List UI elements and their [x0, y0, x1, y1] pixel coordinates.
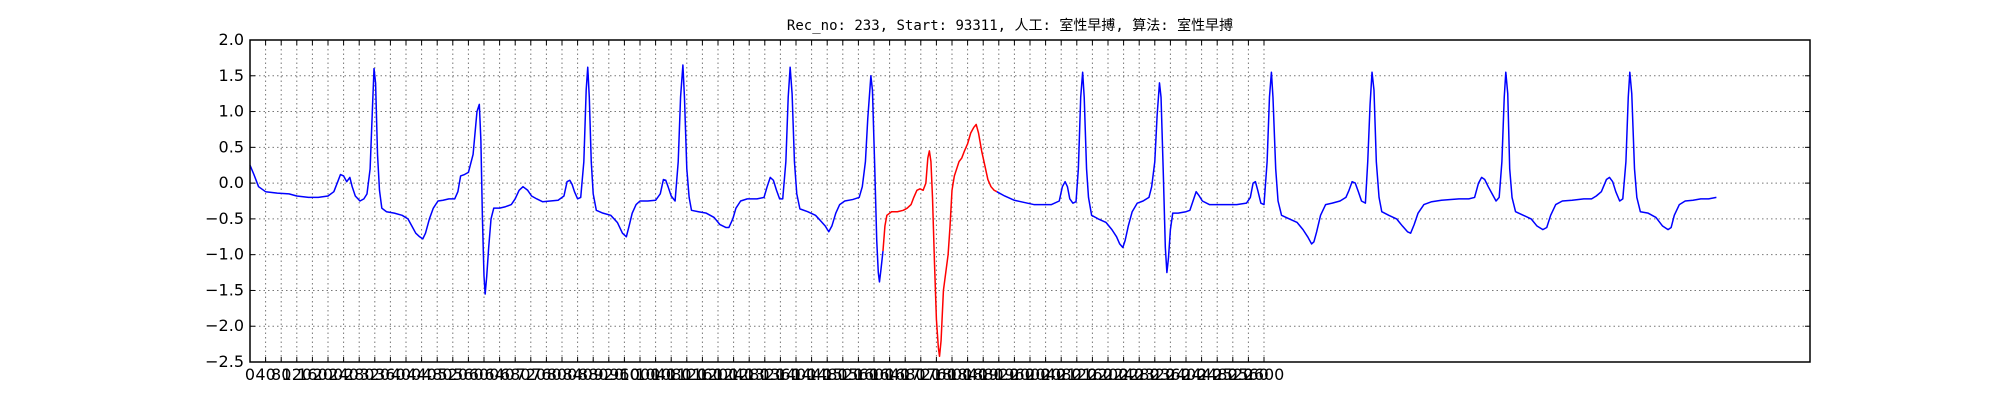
y-tick-label: −2.0 [205, 316, 244, 335]
x-tick-label: 1320 [744, 365, 785, 384]
x-tick-label: 320 [360, 365, 391, 384]
x-tick-label: 200 [313, 365, 344, 384]
series-group [249, 64, 1717, 358]
x-tick-label: 2360 [1150, 365, 1191, 384]
x-tick-label: 2120 [1056, 365, 1097, 384]
x-tick-label: 80 [271, 365, 291, 384]
ecg-series-line [996, 71, 1717, 274]
x-tick-label: 440 [406, 365, 437, 384]
x-tick-label: 2520 [1212, 365, 1253, 384]
x-tick-label: 1680 [885, 365, 926, 384]
x-tick-label: 1200 [698, 365, 739, 384]
x-tick-label: 2080 [1041, 365, 1082, 384]
y-tick-label: −2.5 [205, 352, 244, 371]
x-tick-label: 760 [531, 365, 562, 384]
x-tick-label: 1520 [822, 365, 863, 384]
x-tick-label: 2400 [1166, 365, 1207, 384]
x-tick-label: 240 [328, 365, 359, 384]
x-tick-label: 1920 [978, 365, 1019, 384]
x-tick-label: 1840 [947, 365, 988, 384]
x-tick-label: 1760 [916, 365, 957, 384]
y-tick-label: −1.0 [205, 245, 244, 264]
x-tick-label: 2000 [1010, 365, 1051, 384]
x-tick-label: 160 [297, 365, 328, 384]
chart-title: Rec_no: 233, Start: 93311, 人工: 室性早搏, 算法:… [787, 17, 1233, 34]
x-tick-label: 1400 [776, 365, 817, 384]
x-tick-label: 1800 [932, 365, 973, 384]
x-tick-label: 2600 [1244, 365, 1285, 384]
x-tick-label: 1080 [651, 365, 692, 384]
x-tick-label: 600 [469, 365, 500, 384]
y-tick-label: 1.0 [219, 102, 244, 121]
x-tick-label: 1600 [854, 365, 895, 384]
x-tick-label: 2200 [1088, 365, 1129, 384]
x-tick-label: 40 [255, 365, 275, 384]
x-tick-label: 1160 [682, 365, 723, 384]
x-tick-label: 1960 [994, 365, 1035, 384]
x-tick-label: 920 [594, 365, 625, 384]
x-tick-label: 280 [344, 365, 375, 384]
y-tick-label: −0.5 [205, 209, 244, 228]
x-tick-label: 1880 [963, 365, 1004, 384]
x-tick-label: 1040 [635, 365, 676, 384]
x-tick-label: 1720 [900, 365, 941, 384]
grid-lines [250, 40, 1810, 362]
x-tick-label: 360 [375, 365, 406, 384]
x-tick-label: 1120 [666, 365, 707, 384]
plot-frame [249, 39, 1811, 363]
x-tick-label: 640 [484, 365, 515, 384]
x-tick-label: 120 [282, 365, 313, 384]
x-tick-label: 1280 [729, 365, 770, 384]
x-tick-label: 400 [391, 365, 422, 384]
x-tick-label: 1240 [713, 365, 754, 384]
x-tick-label: 840 [562, 365, 593, 384]
x-tick-label: 480 [422, 365, 453, 384]
x-tick-label: 2160 [1072, 365, 1113, 384]
y-tick-label: 0.0 [219, 173, 244, 192]
y-tick-label: 1.5 [219, 66, 244, 85]
x-tick-label: 2240 [1103, 365, 1144, 384]
x-tick-label: 680 [500, 365, 531, 384]
y-axis: −2.5 −2.0 −1.5 −1.0 −0.5 0.0 0.5 1.0 1.5 2.0 [205, 30, 1810, 371]
x-tick-label: 880 [578, 365, 609, 384]
y-tick-label: 2.0 [219, 30, 244, 49]
x-axis: 0 408012016020024028032036040044048052056… [245, 40, 1284, 384]
x-tick-label: 2280 [1119, 365, 1160, 384]
x-tick-label: 2040 [1025, 365, 1066, 384]
y-tick-label: 0.5 [219, 137, 244, 156]
y-tick-label: −1.5 [205, 280, 244, 299]
ecg-series-line [249, 64, 884, 295]
x-tick-label: 1480 [807, 365, 848, 384]
x-tick-label: 560 [453, 365, 484, 384]
x-tick-label: 2440 [1181, 365, 1222, 384]
x-tick-label: 2480 [1197, 365, 1238, 384]
x-tick-label: 2560 [1228, 365, 1269, 384]
x-tick-label: 1560 [838, 365, 879, 384]
x-tick-label: 1440 [791, 365, 832, 384]
x-tick-label: 1640 [869, 365, 910, 384]
x-tick-label: 1000 [620, 365, 661, 384]
x-tick-label: 520 [438, 365, 469, 384]
x-tick-label: 2320 [1134, 365, 1175, 384]
x-tick-label: 0 [245, 365, 255, 384]
x-tick-label: 800 [547, 365, 578, 384]
x-tick-label: 960 [609, 365, 640, 384]
x-tick-label: 1360 [760, 365, 801, 384]
ecg-series-line [882, 123, 998, 358]
x-tick-label: 720 [516, 365, 547, 384]
